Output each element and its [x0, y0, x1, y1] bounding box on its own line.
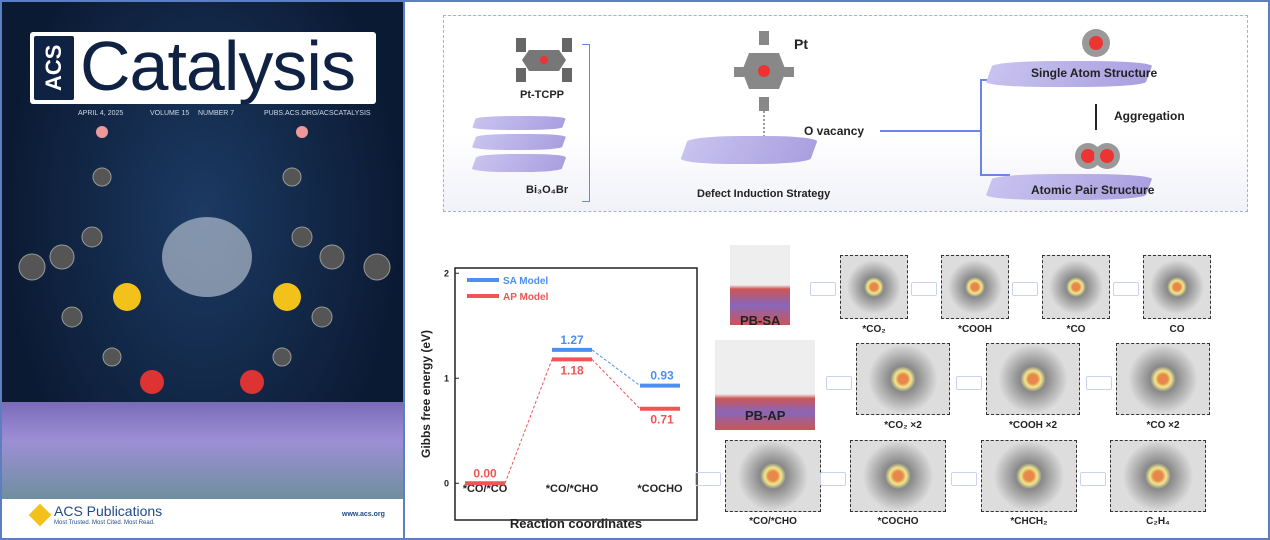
step-arrow-icon	[826, 376, 852, 390]
structure-snapshot	[856, 343, 950, 415]
structure-snapshot	[850, 440, 946, 512]
cover-footer: ACS Publications Most Trusted. Most Cite…	[2, 499, 403, 538]
atom-pair-icon	[1081, 149, 1095, 163]
strategy-label: Defect Induction Strategy	[697, 188, 831, 200]
step-arrow-icon	[1080, 472, 1106, 486]
category-label: *COCHO	[637, 483, 683, 495]
intermediate-label: *COCHO	[877, 516, 919, 527]
y-axis-label: Gibbs free energy (eV)	[419, 330, 433, 458]
masthead: ACS Catalysis	[30, 27, 376, 105]
energy-value-label: 0.71	[650, 413, 674, 427]
y-tick-label: 1	[444, 373, 449, 383]
atomic-pair-label: Atomic Pair Structure	[1031, 183, 1155, 197]
arrow-to-pair	[980, 174, 1010, 176]
pt-tcpp-molecule-icon	[516, 38, 572, 82]
publisher-tagline: Most Trusted. Most Cited. Most Read.	[54, 520, 155, 526]
intermediate-label: *CHCH₂	[1010, 516, 1048, 527]
pt-porphyrin-icon	[734, 31, 794, 143]
intermediate-label: *CO ×2	[1146, 420, 1180, 431]
energy-value-label: 1.18	[560, 363, 584, 377]
step-arrow-icon	[956, 376, 982, 390]
intermediate-label: *COOH	[958, 324, 992, 335]
issue-date: APRIL 4, 2025	[78, 110, 124, 117]
cover-molecule-art	[18, 126, 391, 394]
step-arrow-icon	[951, 472, 977, 486]
step-arrow-icon	[820, 472, 846, 486]
acs-logo: ACS	[34, 36, 74, 100]
pb-ap-label: PB-AP	[745, 408, 786, 423]
structure-snapshot	[1110, 440, 1206, 512]
journal-cover: ACS Catalysis APRIL 4, 2025 VOLUME 15 NU…	[0, 0, 405, 540]
structure-snapshot	[1042, 255, 1110, 319]
bi3o4br-label: Bi₃O₄Br	[526, 184, 569, 196]
connector-line	[504, 359, 553, 484]
legend-label: AP Model	[503, 292, 549, 303]
intermediate-label: *CO₂ ×2	[884, 420, 922, 431]
graphical-abstract	[405, 0, 1270, 540]
connector-line	[591, 349, 641, 387]
legend-label: SA Model	[503, 276, 548, 287]
single-atom-icon	[1089, 36, 1103, 50]
synthesis-scheme: Pt-TCPP Bi₃O₄Br Pt O vacancy Defect Indu…	[443, 15, 1248, 212]
aggregation-label: Aggregation	[1114, 109, 1185, 123]
structure-snapshot	[981, 440, 1077, 512]
intermediate-label: CO	[1169, 324, 1185, 335]
surface-slab-art	[2, 402, 403, 499]
pb-ap-model	[715, 340, 815, 430]
structure-snapshot	[1116, 343, 1210, 415]
journal-url: PUBS.ACS.ORG/ACSCATALYSIS	[264, 110, 371, 117]
structure-snapshot	[1143, 255, 1211, 319]
bracket	[582, 44, 590, 202]
acs-publications-logo-icon	[28, 503, 52, 527]
energy-value-label: 1.27	[560, 333, 584, 347]
acs-website: www.acs.org	[342, 511, 385, 518]
step-arrow-icon	[1086, 376, 1112, 390]
energy-value-label: 0.00	[473, 466, 497, 480]
step-arrow-icon	[695, 472, 721, 486]
structure-snapshot	[840, 255, 908, 319]
category-label: *CO/*CHO	[546, 483, 599, 495]
aggregation-arrow-icon	[1095, 104, 1097, 130]
pt-tcpp-label: Pt-TCPP	[520, 89, 564, 101]
issue-number: NUMBER 7	[198, 110, 235, 117]
pt-label: Pt	[794, 36, 808, 52]
x-axis-label: Reaction coordinates	[510, 516, 642, 530]
arrow-line	[980, 79, 982, 175]
intermediate-label: *COOH ×2	[1008, 420, 1058, 431]
pb-sa-label: PB-SA	[740, 313, 781, 328]
energy-profile-chart: 0 1 2 Gibbs free energy (eV) Reaction coordi…	[419, 267, 698, 530]
plot-frame	[454, 267, 698, 521]
atom-pair-icon	[1100, 149, 1114, 163]
intermediate-label: *CO₂	[862, 324, 886, 335]
structure-snapshot	[941, 255, 1009, 319]
step-arrow-icon	[810, 282, 836, 296]
publisher-name: ACS Publications	[54, 503, 163, 519]
y-tick-label: 2	[444, 268, 449, 278]
o-vacancy-label: O vacancy	[804, 124, 865, 138]
y-tick-label: 0	[444, 478, 449, 488]
issue-volume: VOLUME 15	[150, 110, 190, 117]
step-arrow-icon	[1113, 282, 1139, 296]
energy-value-label: 0.93	[650, 369, 674, 383]
intermediate-label: C₂H₄	[1146, 516, 1170, 527]
arrow-line	[880, 130, 980, 132]
connector-line	[591, 359, 641, 410]
structure-snapshot	[725, 440, 821, 512]
pb-sa-model	[730, 245, 790, 325]
intermediate-label: *CO/*CHO	[749, 516, 797, 527]
nanosheet	[470, 154, 568, 172]
nanosheet	[471, 116, 567, 130]
structure-snapshot	[986, 343, 1080, 415]
step-arrow-icon	[911, 282, 937, 296]
intermediate-label: *CO	[1066, 324, 1086, 335]
journal-title: Catalysis	[80, 27, 356, 105]
nanosheet	[678, 136, 820, 164]
reaction-pathways: PB-SA PB-AP *CO₂ *COOH *CO CO *CO₂ ×2 *COOH ×2 *…	[695, 240, 1265, 535]
step-arrow-icon	[1012, 282, 1038, 296]
single-atom-label: Single Atom Structure	[1031, 66, 1158, 80]
nanosheet	[471, 134, 567, 150]
category-label: *CO/*CO	[463, 483, 508, 495]
